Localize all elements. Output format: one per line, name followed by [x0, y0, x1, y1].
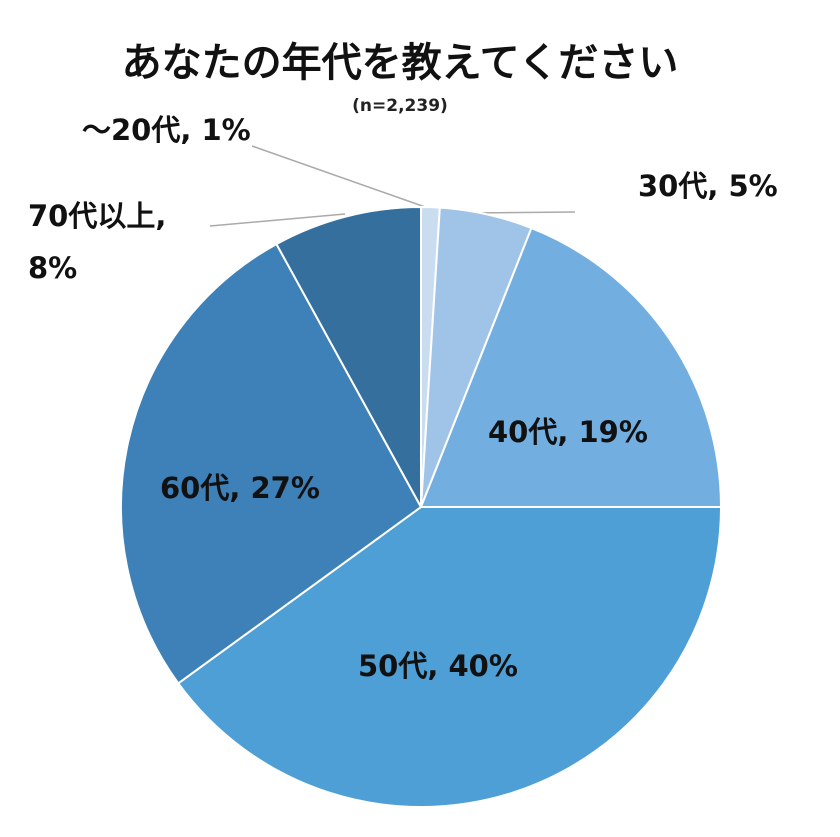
data-label: 30代, 5% — [638, 169, 778, 203]
chart-subtitle: (n=2,239) — [352, 96, 448, 116]
leader-line — [209, 213, 346, 227]
pie-slice — [419, 226, 723, 508]
pie-slice — [120, 242, 423, 685]
pie-slice — [275, 205, 422, 508]
pie-slice — [176, 506, 723, 808]
data-label: ～20代, 1% — [82, 113, 251, 147]
data-label: 40代, 19% — [488, 415, 648, 449]
data-label: 60代, 27% — [160, 471, 320, 505]
chart-title: あなたの年代を教えてください — [121, 40, 679, 86]
leader-line — [251, 145, 429, 209]
leader-line — [469, 211, 576, 214]
data-label: 50代, 40% — [358, 649, 518, 683]
data-label: 70代以上, 8% — [28, 199, 167, 285]
